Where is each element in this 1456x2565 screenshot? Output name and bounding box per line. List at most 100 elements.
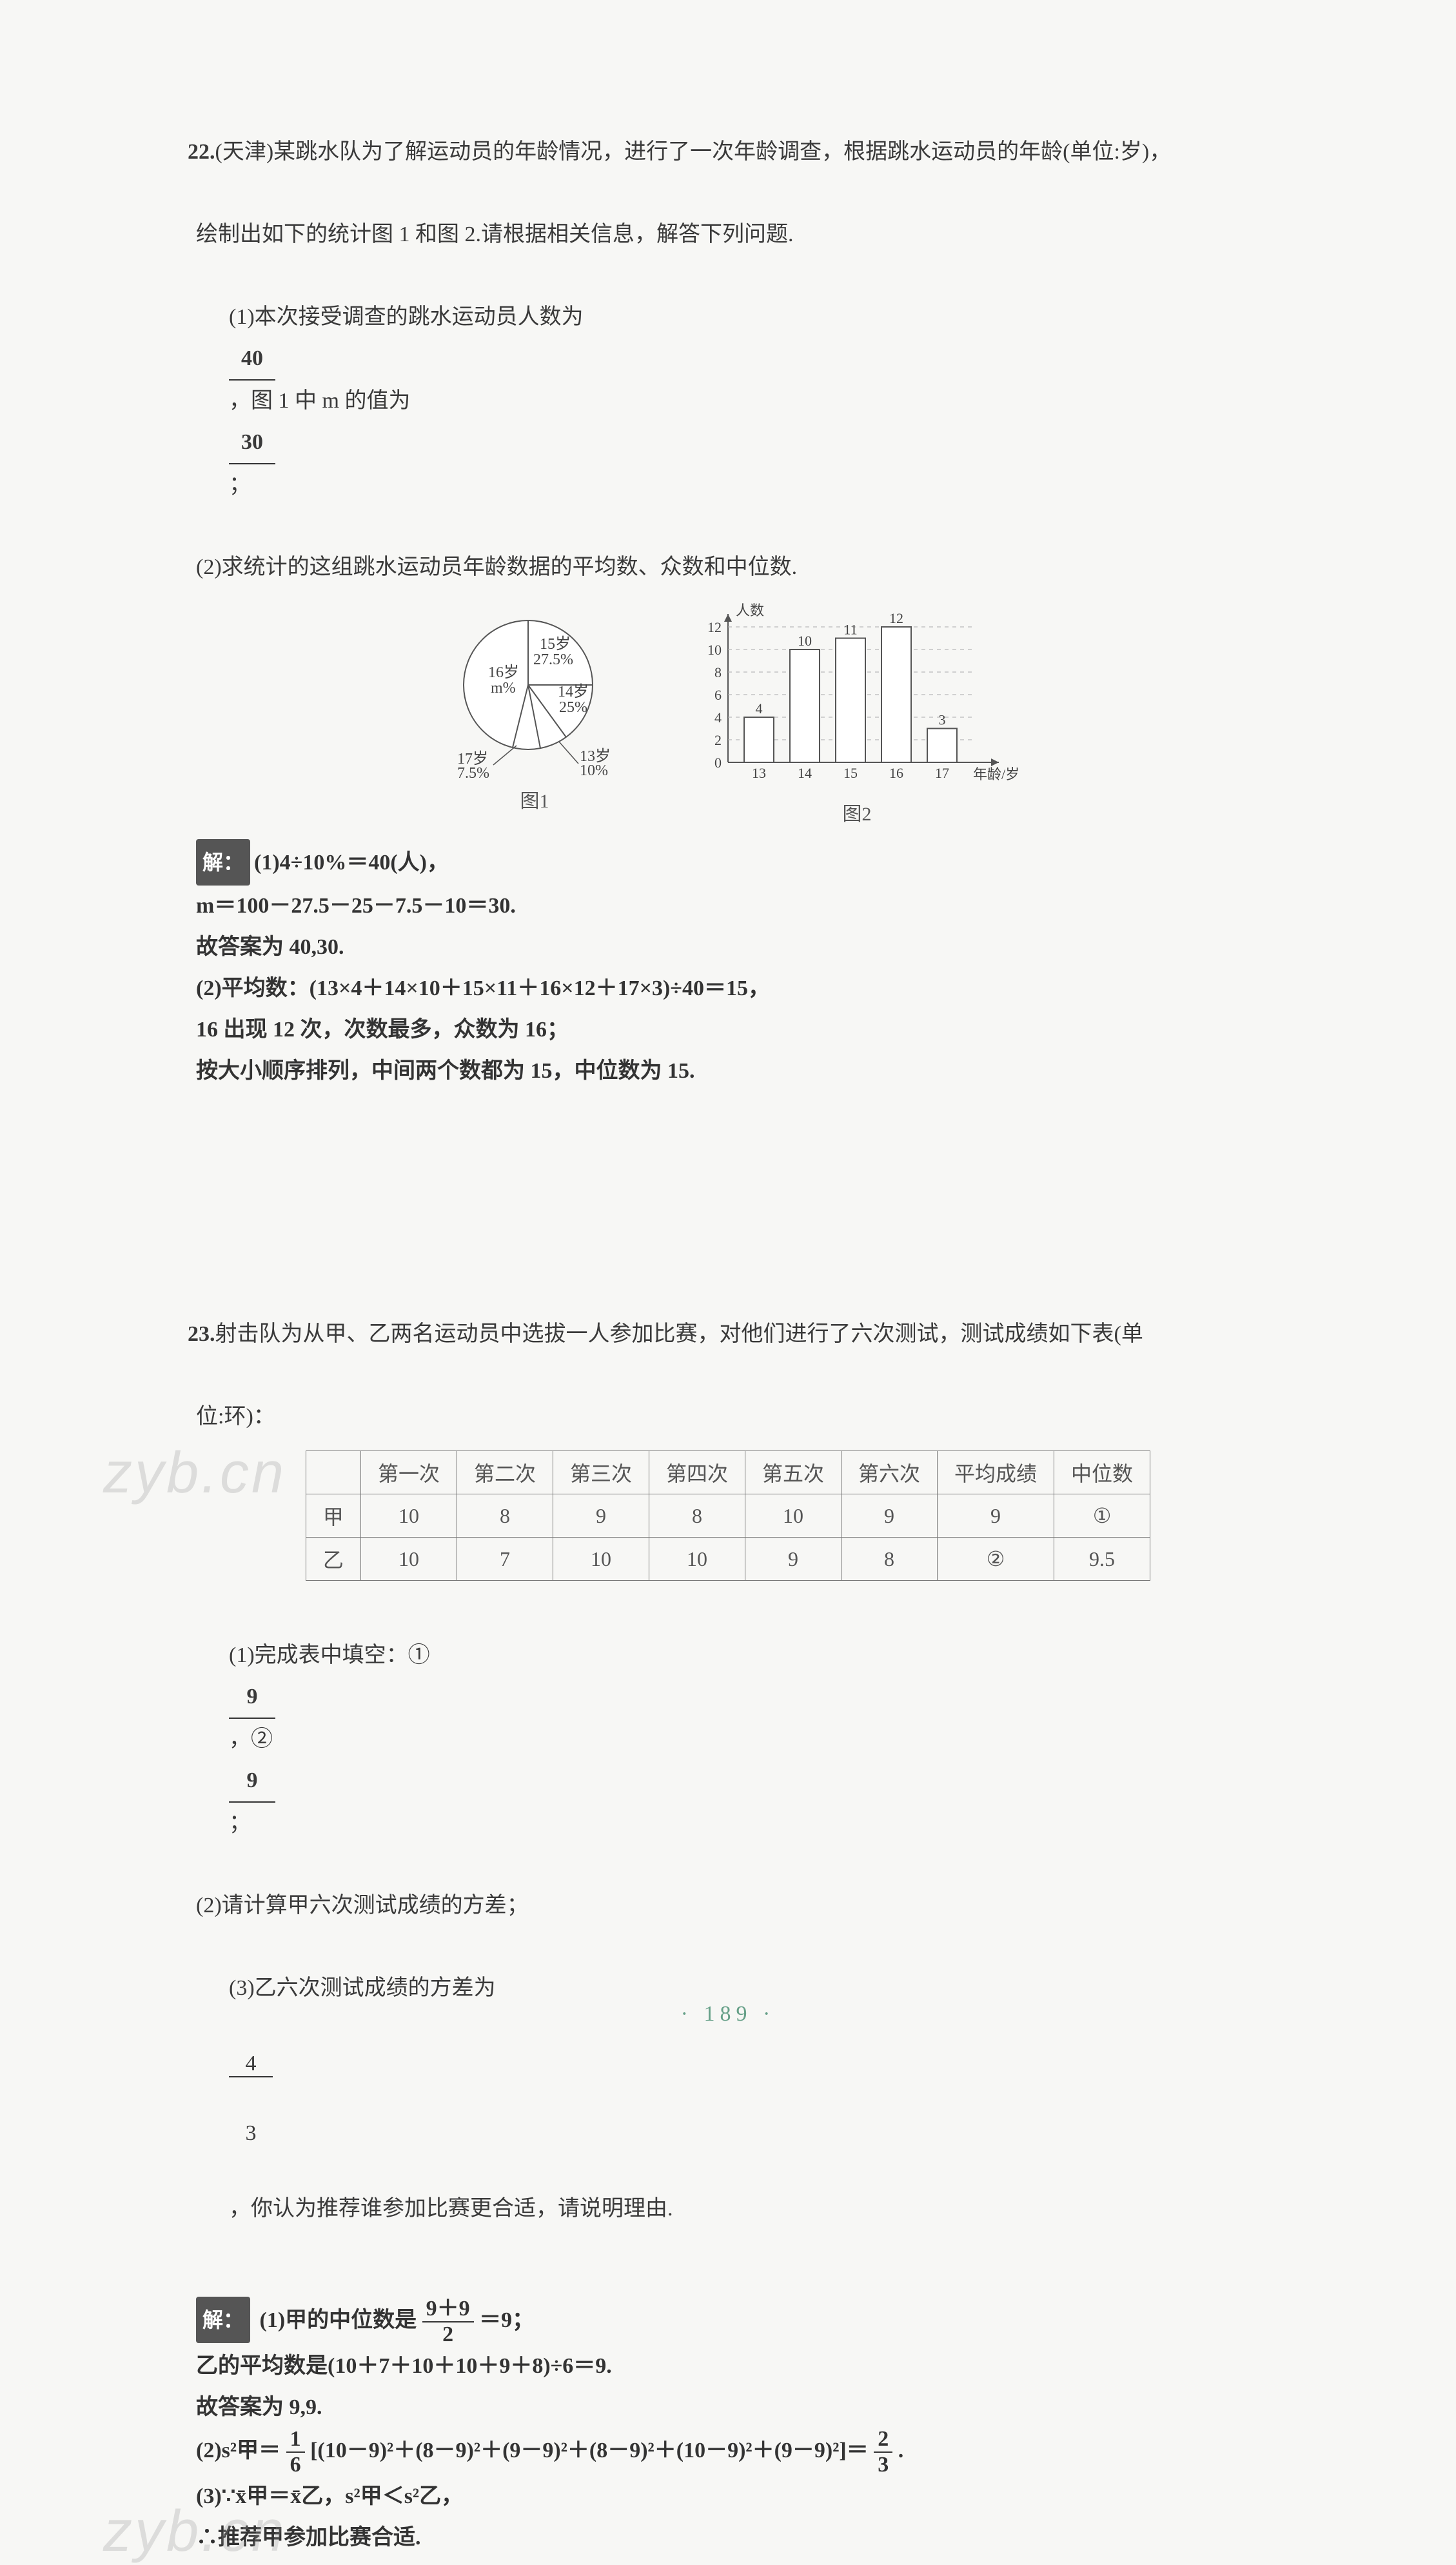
q22-number: 22.: [188, 140, 215, 164]
svg-text:16: 16: [889, 765, 903, 781]
q22-p2: (2)求统计的这组跳水运动员年龄数据的平均数、众数和中位数.: [196, 547, 1301, 588]
svg-text:10: 10: [707, 642, 722, 658]
table-row: 乙107101098②9.5: [306, 1538, 1150, 1581]
svg-text:10: 10: [798, 633, 812, 649]
q23-s4-frac2: 2 3: [874, 2428, 892, 2476]
q23-s6: ∴推荐甲参加比赛合适.: [196, 2517, 1301, 2559]
q23-s5: (3)∵x̄甲＝x̄乙，s²甲＜s²乙，: [196, 2476, 1301, 2517]
q22-sol-1: 解：(1)4÷10%＝40(人)，: [196, 839, 1301, 886]
q23-s2: 乙的平均数是(10＋7＋10＋10＋9＋8)÷6＝9.: [196, 2346, 1301, 2387]
pie-chart-fig1: 15岁 27.5% 14岁 25% 16岁 m% 13岁 10% 17岁 7.5…: [431, 601, 638, 813]
table-header: 第三次: [553, 1451, 649, 1494]
table-cell: 乙: [306, 1538, 360, 1581]
q23-p3-frac-d: 3: [229, 2121, 273, 2144]
pie-lbl-14a: 14岁: [558, 683, 589, 700]
pie-lbl-15b: 27.5%: [533, 651, 573, 668]
page-number: · 189 ·: [0, 2002, 1456, 2026]
q22-figures: 15岁 27.5% 14岁 25% 16岁 m% 13岁 10% 17岁 7.5…: [155, 601, 1301, 826]
q23-line2: 位:环)：: [196, 1396, 1301, 1438]
q23-number: 23.: [188, 1322, 215, 1346]
q23-p1-ans1: 9: [229, 1676, 275, 1719]
table-cell: 9: [938, 1494, 1054, 1538]
table-cell: 10: [553, 1538, 649, 1581]
q23-p1-c: ；: [229, 1811, 251, 1835]
table-header: 第六次: [841, 1451, 938, 1494]
q22-s3: 故答案为 40,30.: [196, 927, 1301, 968]
page-root: 22.(天津)某跳水队为了解运动员的年龄情况，进行了一次年龄调查，根据跳水运动员…: [0, 0, 1456, 2091]
table-header: 第一次: [360, 1451, 457, 1494]
table-header: 中位数: [1054, 1451, 1150, 1494]
svg-text:6: 6: [714, 687, 722, 703]
table-cell: 10: [745, 1494, 841, 1538]
svg-text:12: 12: [889, 610, 903, 626]
q23-p1: (1)完成表中填空：① 9 ，② 9 ；: [196, 1594, 1301, 1885]
svg-text:3: 3: [939, 712, 946, 728]
q23-p3-a: (3)乙六次测试成绩的方差为: [229, 1976, 496, 2000]
svg-text:8: 8: [714, 664, 722, 680]
score-table: 第一次第二次第三次第四次第五次第六次平均成绩中位数甲108981099①乙107…: [306, 1451, 1150, 1581]
table-cell: 9.5: [1054, 1538, 1150, 1581]
table-row: 甲108981099①: [306, 1494, 1150, 1538]
q23-p3-frac: 4 3: [229, 2009, 273, 2188]
q23-s1-n: 9＋9: [422, 2298, 474, 2322]
q22-intro1: 某跳水队为了解运动员的年龄情况，进行了一次年龄调查，根据跳水运动员的年龄(单位:…: [273, 140, 1171, 164]
q23-line1: 23.射击队为从甲、乙两名运动员中选拔一人参加比赛，对他们进行了六次测试，测试成…: [155, 1273, 1301, 1396]
table-header: 第二次: [457, 1451, 553, 1494]
q22-p1-ans1: 40: [229, 338, 275, 381]
table-cell: 甲: [306, 1494, 360, 1538]
q22-s2: m＝100－27.5－25－7.5－10＝30.: [196, 886, 1301, 927]
q23-p1-a: (1)完成表中填空：①: [229, 1643, 430, 1667]
table-header: [306, 1451, 360, 1494]
svg-text:14: 14: [798, 765, 812, 781]
fig1-caption: 图1: [431, 785, 638, 813]
svg-text:17: 17: [935, 765, 949, 781]
pie-lbl-13b: 10%: [580, 762, 608, 779]
q23-s4-f1n: 1: [286, 2428, 305, 2453]
table-cell: 9: [745, 1538, 841, 1581]
q23-intro1: 射击队为从甲、乙两名运动员中选拔一人参加比赛，对他们进行了六次测试，测试成绩如下…: [215, 1322, 1143, 1346]
table-cell: 10: [360, 1494, 457, 1538]
bar-x-label: 年龄/岁: [973, 766, 1019, 782]
q22-p1-a: (1)本次接受调查的跳水运动员人数为: [229, 305, 584, 329]
q23-s4c: .: [898, 2439, 904, 2462]
table-cell: ②: [938, 1538, 1054, 1581]
sol-label-22: 解：: [196, 839, 250, 886]
table-cell: 10: [360, 1538, 457, 1581]
q22-line1: 22.(天津)某跳水队为了解运动员的年龄情况，进行了一次年龄调查，根据跳水运动员…: [155, 90, 1301, 214]
bar-svg: 人数 年龄/岁 024681012413101411151216317: [689, 601, 1025, 795]
svg-text:12: 12: [707, 619, 722, 635]
q22-s4: (2)平均数：(13×4＋14×10＋15×11＋16×12＋17×3)÷40＝…: [196, 968, 1301, 1009]
q23-s1a: (1)甲的中位数是: [260, 2308, 417, 2332]
table-cell: 10: [649, 1538, 745, 1581]
svg-text:15: 15: [843, 765, 858, 781]
pie-lbl-16a: 16岁: [488, 664, 519, 681]
q23-s4a: (2)s²甲＝: [196, 2439, 280, 2462]
svg-text:2: 2: [714, 732, 722, 748]
sol-label-23: 解：: [196, 2297, 250, 2343]
table-cell: ①: [1054, 1494, 1150, 1538]
q23-p3: (3)乙六次测试成绩的方差为 4 3 ，你认为推荐谁参加比赛更合适，请说明理由.: [196, 1926, 1301, 2271]
q23-s4-frac1: 1 6: [286, 2428, 305, 2476]
q22-s5: 16 出现 12 次，次数最多，众数为 16；: [196, 1009, 1301, 1051]
q22-p1-ans2: 30: [229, 422, 275, 464]
pie-lbl-16b: m%: [491, 680, 516, 697]
q23-s4-f2d: 3: [874, 2453, 892, 2476]
q23-s1b: ＝9；: [479, 2308, 534, 2332]
q22-s6: 按大小顺序排列，中间两个数都为 15，中位数为 15.: [196, 1051, 1301, 1092]
q23-p3-b: ，你认为推荐谁参加比赛更合适，请说明理由.: [229, 2197, 673, 2221]
table-cell: 8: [841, 1538, 938, 1581]
table-header: 平均成绩: [938, 1451, 1054, 1494]
q23-p1-b: ，②: [229, 1727, 273, 1751]
svg-text:0: 0: [714, 755, 722, 771]
pie-lbl-15a: 15岁: [540, 635, 571, 653]
watermark-1: zyb.cn: [103, 1440, 286, 1507]
svg-text:4: 4: [756, 700, 763, 717]
q23-s1-frac: 9＋9 2: [422, 2298, 474, 2346]
svg-text:11: 11: [843, 622, 857, 638]
table-cell: 8: [649, 1494, 745, 1538]
pie-svg: 15岁 27.5% 14岁 25% 16岁 m% 13岁 10% 17岁 7.5…: [431, 601, 638, 782]
table-cell: 8: [457, 1494, 553, 1538]
q23-p3-frac-n: 4: [229, 2053, 273, 2077]
q22-p1: (1)本次接受调查的跳水运动员人数为 40 ，图 1 中 m 的值为 30 ；: [196, 255, 1301, 547]
q23-block: 23.射击队为从甲、乙两名运动员中选拔一人参加比赛，对他们进行了六次测试，测试成…: [155, 1273, 1301, 2559]
